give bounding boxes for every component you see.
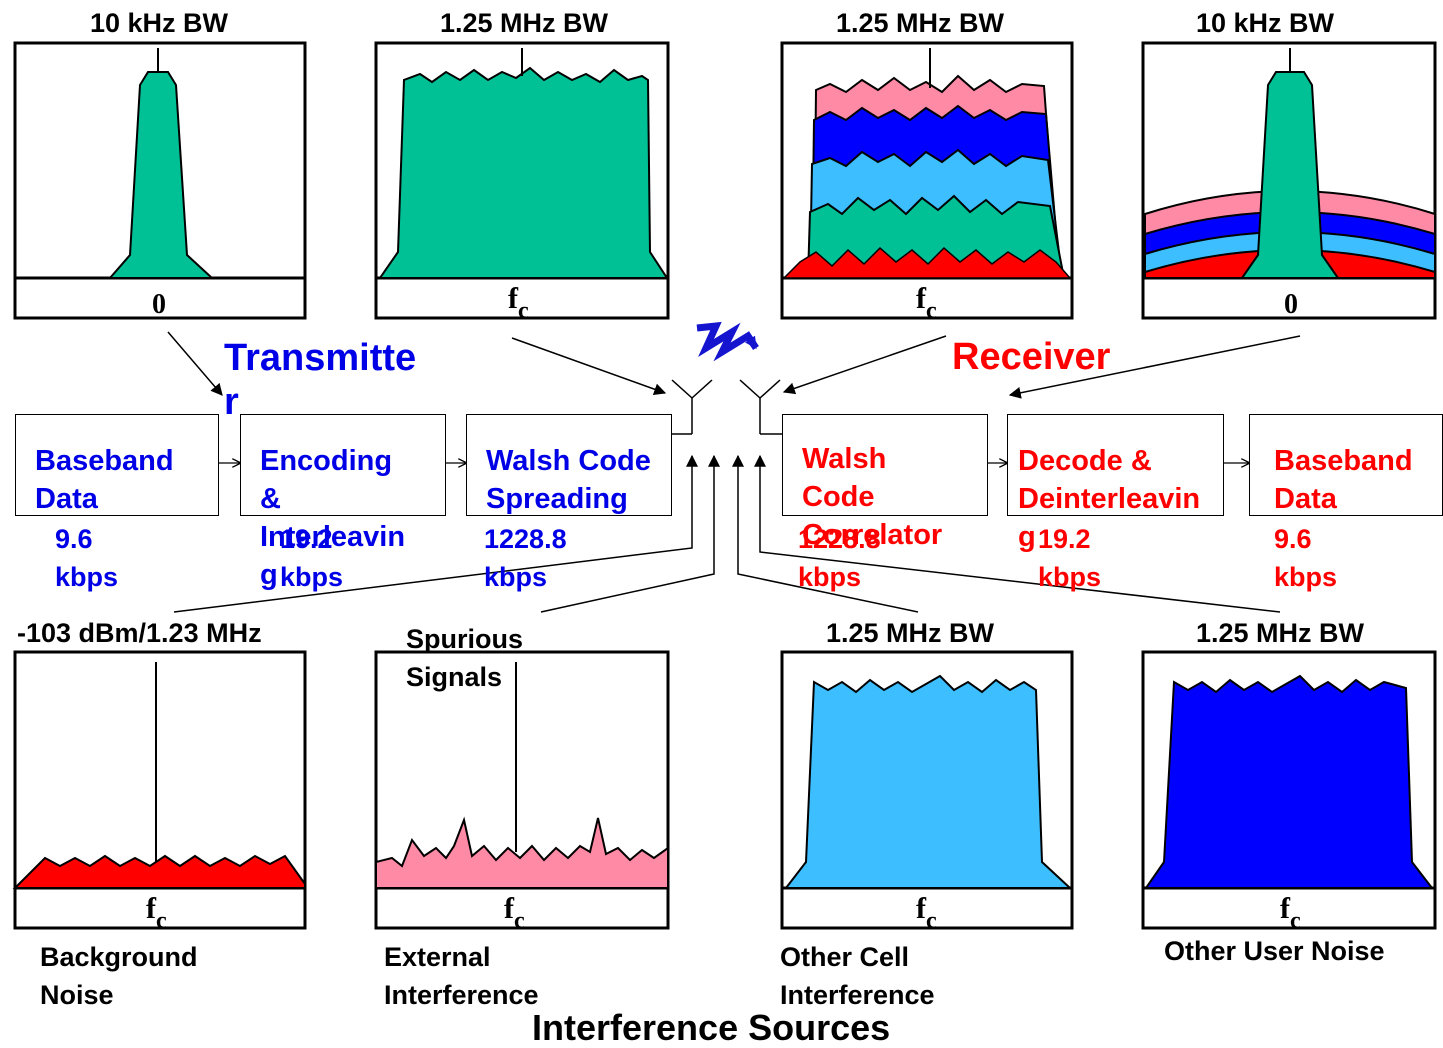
other-cell-bw-title: 1.25 MHz BW — [826, 618, 995, 648]
encoding-interleaving-label: Encoding & Interleavin g — [260, 445, 406, 591]
tx-baseband-axis-label: 0 — [152, 289, 166, 320]
rx-antenna — [739, 379, 782, 435]
tx-antenna — [671, 379, 713, 435]
other-user-bw-title: 1.25 MHz BW — [1196, 618, 1365, 648]
rx-spread-spectrum — [780, 41, 1074, 320]
interference-arrows — [173, 454, 1281, 613]
spurious-signals-title: Spurious Signals — [406, 624, 524, 692]
background-noise-spectrum — [12, 650, 307, 930]
rx-baseband-rate: 9.6 kbps — [1274, 524, 1338, 592]
other-user-shape — [1144, 674, 1435, 889]
spread-signal-shape — [378, 66, 669, 279]
other-user-caption: Other User Noise — [1164, 936, 1385, 966]
rx-baseband-bw-title: 10 kHz BW — [1196, 8, 1335, 38]
transmitter-heading: Transmitte r — [224, 337, 417, 423]
interference-sources-title: Interference Sources — [532, 1007, 891, 1048]
spreading-rate: 1228.8 kbps — [484, 524, 567, 592]
tx-baseband-bw-title: 10 kHz BW — [90, 8, 229, 38]
external-interference-caption: External Interference — [384, 942, 539, 1010]
noise-floor-shape — [12, 854, 306, 889]
narrowband-signal-shape — [107, 71, 215, 279]
other-cell-caption: Other Cell Interference — [780, 942, 935, 1010]
background-noise-caption: Background Noise — [40, 942, 198, 1010]
background-noise-axis-label: fc — [146, 892, 167, 934]
decode-deinterleave-block — [1007, 414, 1224, 516]
other-user-spectrum — [1141, 650, 1437, 930]
rx-spread-axis-label: fc — [916, 282, 937, 324]
spurious-signal-shape — [375, 816, 669, 889]
encoding-interleaving-block — [240, 414, 446, 516]
rx-spread-bw-title: 1.25 MHz BW — [836, 8, 1005, 38]
despread-signal-shape — [1240, 71, 1340, 279]
other-user-axis-label: fc — [1280, 892, 1301, 934]
walsh-code-correlator-block — [782, 414, 988, 516]
other-cell-spectrum — [780, 650, 1074, 930]
background-noise-level-title: -103 dBm/1.23 MHz — [17, 618, 262, 648]
signal-flow-arrows — [167, 331, 1301, 399]
other-cell-axis-label: fc — [916, 892, 937, 934]
external-interference-axis-label: fc — [504, 892, 525, 934]
tx-spread-axis-label: fc — [508, 282, 529, 324]
walsh-code-spreading-label: Walsh Code Spreading — [486, 445, 651, 515]
tx-spread-bw-title: 1.25 MHz BW — [440, 8, 609, 38]
tx-baseband-spectrum — [13, 41, 307, 320]
walsh-code-spreading-block — [466, 414, 672, 516]
background-noise-layer — [782, 246, 1072, 279]
external-interference-spectrum — [374, 650, 670, 930]
tx-baseband-data-block — [15, 414, 219, 516]
rx-baseband-spectrum — [1141, 41, 1437, 320]
radio-link-icon — [696, 321, 759, 362]
tx-baseband-data-label: Baseband Data — [35, 445, 174, 515]
rx-baseband-axis-label: 0 — [1284, 289, 1298, 320]
tx-baseband-rate: 9.6 kbps — [55, 524, 119, 592]
other-cell-shape — [783, 674, 1073, 889]
tx-spread-spectrum — [374, 41, 670, 320]
decode-rate: 19.2 kbps — [1038, 524, 1102, 592]
walsh-code-correlator-label: Walsh Code Correlator — [802, 443, 943, 551]
decode-deinterleave-label: Decode & Deinterleavin g — [1018, 445, 1201, 553]
receiver-heading: Receiver — [952, 336, 1111, 378]
encoding-rate: 19.2 kbps — [280, 524, 344, 592]
correlator-rate: 1228.8 kbps — [798, 524, 881, 592]
rx-baseband-data-label: Baseband Data — [1274, 445, 1413, 515]
